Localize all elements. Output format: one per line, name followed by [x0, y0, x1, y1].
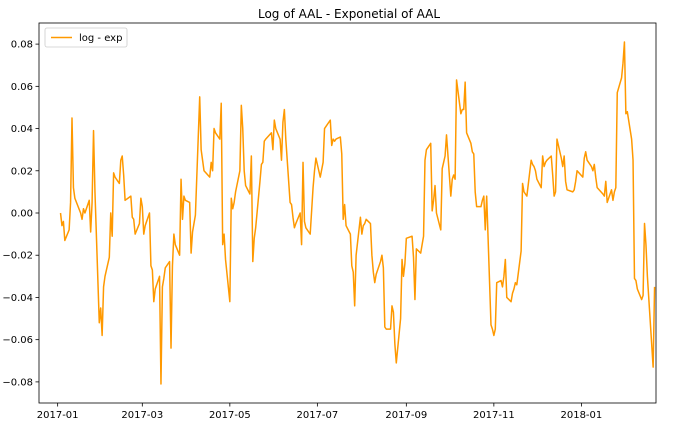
x-axis-ticks: 2017-01 2017-03 2017-05 2017-07 2017-09 2017-…	[37, 403, 602, 421]
legend-box	[44, 27, 128, 48]
x-tick-label: 2017-01	[37, 410, 79, 421]
chart-title: Log of AAL - Exponetial of AAL	[258, 7, 440, 21]
x-tick-label: 2017-11	[473, 410, 515, 421]
x-tick-label: 2017-03	[121, 410, 163, 421]
series-line	[59, 41, 656, 385]
y-axis-ticks: 0.08 0.06 0.04 0.02 0.00 −0.02 −0.04 −0.06 −0.08	[2, 40, 39, 388]
y-tick-label: −0.02	[2, 251, 33, 262]
y-tick-label: 0.04	[11, 124, 33, 135]
legend: log - exp	[44, 27, 128, 48]
plot-area-frame	[38, 22, 657, 404]
legend-label: log - exp	[79, 33, 122, 44]
y-tick-label: −0.08	[2, 377, 33, 388]
y-tick-label: 0.00	[11, 209, 33, 220]
y-tick-label: −0.06	[2, 335, 33, 346]
series-group	[59, 41, 656, 385]
y-tick-label: −0.04	[2, 293, 33, 304]
x-tick-label: 2017-07	[296, 410, 338, 421]
x-tick-label: 2017-05	[209, 410, 251, 421]
y-tick-label: 0.06	[11, 82, 33, 93]
x-tick-label: 2018-01	[560, 410, 602, 421]
y-tick-label: 0.02	[11, 166, 33, 177]
x-tick-label: 2017-09	[385, 410, 427, 421]
y-tick-label: 0.08	[11, 40, 33, 51]
